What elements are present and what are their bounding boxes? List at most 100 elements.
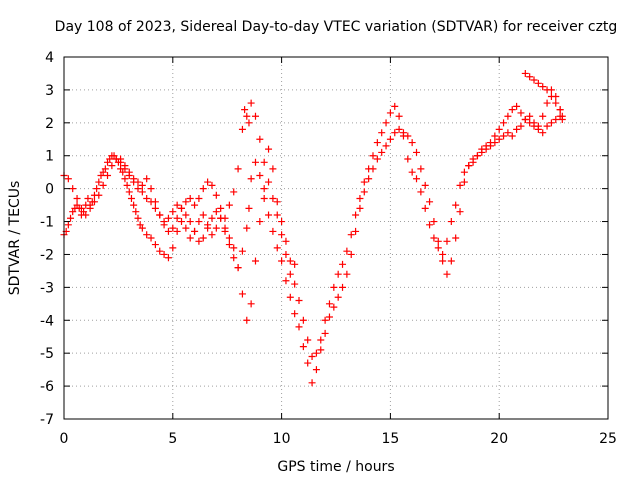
data-point <box>500 119 508 127</box>
data-point <box>308 352 316 360</box>
data-point <box>343 270 351 278</box>
data-point <box>386 109 394 117</box>
data-point <box>217 204 225 212</box>
data-point <box>127 195 135 203</box>
data-point <box>482 142 490 150</box>
data-point <box>212 191 220 199</box>
y-tick-label: -2 <box>40 247 54 263</box>
data-point <box>125 188 133 196</box>
data-point <box>543 122 551 130</box>
data-point <box>269 165 277 173</box>
data-point <box>291 280 299 288</box>
data-point <box>143 231 151 239</box>
data-point <box>360 178 368 186</box>
data-point <box>395 112 403 120</box>
y-tick-label: 1 <box>45 149 54 165</box>
data-point <box>121 175 129 183</box>
data-point <box>352 227 360 235</box>
data-point <box>164 254 172 262</box>
data-point <box>134 214 142 222</box>
data-point <box>273 211 281 219</box>
data-point <box>241 106 249 114</box>
data-point <box>138 188 146 196</box>
data-point <box>317 346 325 354</box>
data-point <box>547 119 555 127</box>
data-point <box>143 175 151 183</box>
x-tick-label: 15 <box>381 431 399 447</box>
data-point <box>138 224 146 232</box>
data-point <box>408 168 416 176</box>
data-point <box>539 83 547 91</box>
data-point <box>256 135 264 143</box>
data-point <box>95 191 103 199</box>
data-point <box>339 260 347 268</box>
data-point <box>321 329 329 337</box>
data-point <box>238 247 246 255</box>
data-point <box>526 73 534 81</box>
data-point <box>251 158 259 166</box>
data-point <box>330 283 338 291</box>
data-point <box>395 125 403 133</box>
data-point <box>225 241 233 249</box>
data-point <box>265 145 273 153</box>
data-point <box>286 270 294 278</box>
data-point <box>391 102 399 110</box>
data-point <box>552 116 560 124</box>
data-point <box>426 221 434 229</box>
data-point <box>138 181 146 189</box>
data-point <box>421 181 429 189</box>
data-point <box>304 359 312 367</box>
data-point <box>434 237 442 245</box>
data-point <box>212 224 220 232</box>
data-point <box>260 158 268 166</box>
data-point <box>269 195 277 203</box>
y-tick-label: -5 <box>40 346 54 362</box>
data-point <box>508 132 516 140</box>
data-point <box>173 214 181 222</box>
data-point <box>169 208 177 216</box>
data-point <box>404 155 412 163</box>
data-point <box>230 188 238 196</box>
data-point <box>373 155 381 163</box>
data-point <box>260 195 268 203</box>
data-point <box>504 129 512 137</box>
data-point <box>234 165 242 173</box>
data-point <box>212 208 220 216</box>
y-axis-label: SDTVAR / TECUs <box>7 181 23 296</box>
data-point <box>243 224 251 232</box>
chart-title: Day 108 of 2023, Sidereal Day-to-day VTE… <box>55 19 618 35</box>
data-point <box>413 175 421 183</box>
data-point <box>132 208 140 216</box>
data-point <box>386 135 394 143</box>
data-point <box>160 250 168 258</box>
data-point <box>308 379 316 387</box>
data-point <box>282 237 290 245</box>
data-point <box>517 122 525 130</box>
data-point <box>443 270 451 278</box>
data-point <box>286 293 294 301</box>
data-point <box>199 234 207 242</box>
data-point <box>117 155 125 163</box>
data-point <box>195 195 203 203</box>
data-point <box>245 204 253 212</box>
data-point <box>321 316 329 324</box>
data-point <box>101 165 109 173</box>
data-point <box>495 135 503 143</box>
data-point <box>245 119 253 127</box>
data-point <box>373 139 381 147</box>
data-point <box>208 214 216 222</box>
data-point <box>295 323 303 331</box>
data-point <box>256 171 264 179</box>
data-point <box>230 254 238 262</box>
data-point <box>365 175 373 183</box>
data-point <box>460 168 468 176</box>
data-point <box>552 99 560 107</box>
data-point <box>417 165 425 173</box>
data-point <box>439 250 447 258</box>
data-point <box>265 211 273 219</box>
data-point <box>147 185 155 193</box>
data-point <box>204 178 212 186</box>
data-point <box>282 277 290 285</box>
data-point <box>526 112 534 120</box>
